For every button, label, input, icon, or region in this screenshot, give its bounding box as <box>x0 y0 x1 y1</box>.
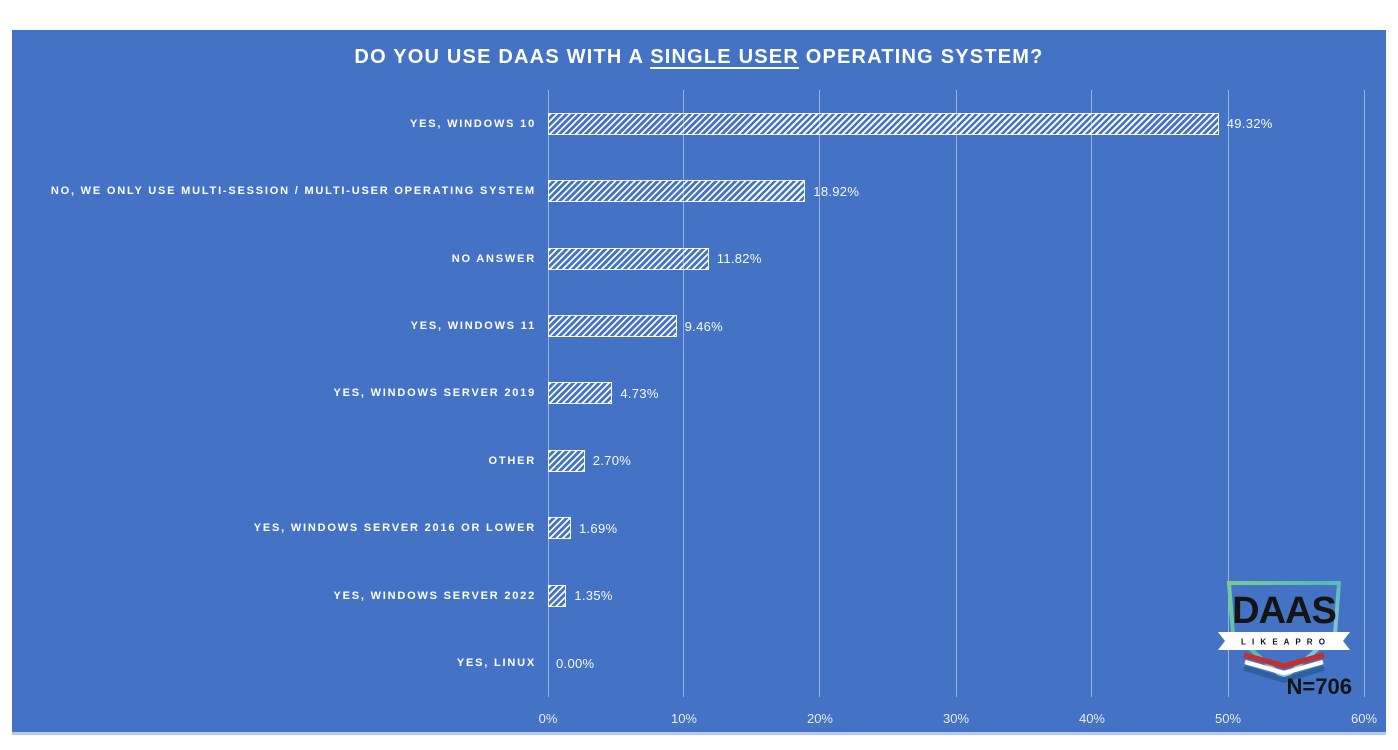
chart-row: YES, WINDOWS 11 9.46% <box>12 292 1364 359</box>
bar-track: 1.35% <box>548 584 1364 607</box>
chart-row: NO, WE ONLY USE MULTI-SESSION / MULTI-US… <box>12 157 1364 224</box>
bar-track: 9.46% <box>548 315 1364 338</box>
x-axis-tick: 20% <box>806 711 833 726</box>
bar-track: 1.69% <box>548 517 1364 540</box>
logo-wordmark: DAAS <box>1232 590 1336 632</box>
bar-track: 4.73% <box>548 382 1364 405</box>
value-label: 4.73% <box>620 385 659 401</box>
category-label: NO, WE ONLY USE MULTI-SESSION / MULTI-US… <box>50 185 536 198</box>
bar <box>548 180 806 203</box>
bar-track: 11.82% <box>548 247 1364 270</box>
bar-track: 18.92% <box>548 180 1364 203</box>
category-label: YES, WINDOWS 11 <box>410 320 536 333</box>
value-label: 9.46% <box>684 318 724 334</box>
category-label: YES, WINDOWS 10 <box>409 117 536 130</box>
value-label: 49.32% <box>1226 116 1273 132</box>
chart-row: YES, WINDOWS SERVER 2019 4.73% <box>12 360 1364 427</box>
bar-track: 49.32% <box>548 112 1364 135</box>
gridline <box>1363 90 1365 697</box>
title-text-underlined: SINGLE USER <box>650 46 799 68</box>
bar-rows: YES, WINDOWS 10 49.32% NO, WE ONLY USE MUL… <box>12 90 1364 697</box>
chart-row: YES, LINUX 0.00% <box>12 630 1364 697</box>
value-label: 2.70% <box>592 453 632 469</box>
banner-ribbon <box>1218 632 1350 650</box>
title-text-before: DO YOU USE DAAS WITH A <box>354 46 651 68</box>
bar-track: 2.70% <box>548 449 1364 472</box>
chart-row: NO ANSWER 11.82% <box>12 225 1364 292</box>
title-text-after: OPERATING SYSTEM? <box>798 46 1044 68</box>
value-label: 1.69% <box>578 520 618 536</box>
x-axis-tick: 10% <box>670 711 697 726</box>
daas-logo-shield: DAAS L I K E A P R O N=706 <box>1218 581 1352 699</box>
daas-logo: DAAS L I K E A P R O N=706 <box>1214 576 1354 706</box>
bar <box>548 112 1219 135</box>
gridline <box>1227 90 1229 697</box>
bar <box>548 584 567 607</box>
bar <box>548 449 585 472</box>
bar <box>548 382 613 405</box>
flag-stripe-red <box>1243 652 1325 669</box>
chart-panel: DO YOU USE DAAS WITH A SINGLE USER OPERA… <box>12 30 1386 735</box>
flag-stripe-blue <box>1243 665 1325 683</box>
logo-tagline: L I K E A P R O <box>1241 638 1327 647</box>
gridline <box>683 90 685 697</box>
shield-outline <box>1226 581 1342 681</box>
category-label: YES, LINUX <box>456 657 536 670</box>
x-axis-tick: 30% <box>942 711 970 726</box>
category-label: YES, WINDOWS SERVER 2019 <box>333 387 536 400</box>
gridline <box>1091 90 1093 697</box>
category-label: OTHER <box>488 454 536 467</box>
x-axis-tick: 40% <box>1078 711 1105 726</box>
value-label: 1.35% <box>574 588 613 604</box>
gridline <box>955 90 957 697</box>
sample-size-label: N=706 <box>1287 674 1352 699</box>
category-label: NO ANSWER <box>451 252 536 265</box>
bar <box>548 247 709 270</box>
category-label: YES, WINDOWS SERVER 2016 OR LOWER <box>253 522 536 535</box>
bar <box>548 517 571 540</box>
x-axis: 0% 10% 20% 30% 40% 50% 60% <box>539 706 1377 726</box>
bar-track: 0.00% <box>548 656 1364 671</box>
value-label: 0.00% <box>556 655 595 671</box>
chart-row: YES, WINDOWS SERVER 2016 OR LOWER 1.69% <box>12 495 1364 562</box>
x-axis-tick: 0% <box>538 711 558 726</box>
gridline <box>819 90 821 697</box>
value-label: 18.92% <box>813 183 860 199</box>
x-axis-tick: 60% <box>1350 711 1378 726</box>
chart-row: YES, WINDOWS SERVER 2022 1.35% <box>12 562 1364 629</box>
bar <box>548 315 677 338</box>
flag-stripe-white <box>1244 659 1324 676</box>
chart-row: OTHER 2.70% <box>12 427 1364 494</box>
chart-title: DO YOU USE DAAS WITH A SINGLE USER OPERA… <box>12 46 1386 69</box>
value-label: 11.82% <box>716 251 762 267</box>
chart-row: YES, WINDOWS 10 49.32% <box>12 90 1364 157</box>
x-axis-tick: 50% <box>1214 711 1242 726</box>
category-label: YES, WINDOWS SERVER 2022 <box>333 589 536 602</box>
